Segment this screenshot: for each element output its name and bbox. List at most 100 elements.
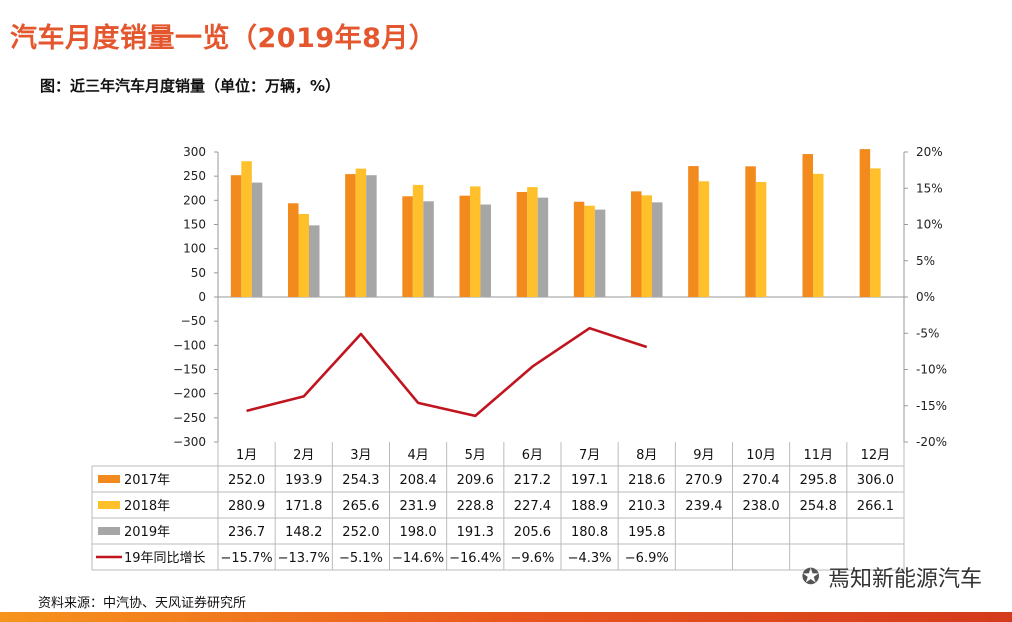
x-tick-label: 9月 <box>693 448 714 463</box>
bottom-accent-bar <box>0 612 1012 622</box>
bar-2017年-5月 <box>459 195 470 297</box>
table-cell: 227.4 <box>514 499 551 514</box>
table-cell: 197.1 <box>571 473 608 488</box>
table-cell: 195.8 <box>628 525 665 540</box>
bar-2017年-11月 <box>802 154 813 297</box>
legend-swatch-2018年 <box>98 501 120 509</box>
x-tick-label: 10月 <box>746 448 776 463</box>
table-cell: 205.6 <box>514 525 551 540</box>
table-cell: 209.6 <box>457 473 494 488</box>
bar-2019年-6月 <box>537 197 549 297</box>
y-right-tick-label: 5% <box>916 254 935 268</box>
legend-label: 2019年 <box>124 525 170 540</box>
bar-2018年-6月 <box>527 187 538 297</box>
table-cell: 198.0 <box>399 525 436 540</box>
table-cell: 280.9 <box>228 499 265 514</box>
table-cell: 231.9 <box>399 499 436 514</box>
watermark-text: 焉知新能源汽车 <box>827 567 982 592</box>
bar-2019年-4月 <box>423 201 434 297</box>
x-tick-label: 1月 <box>236 448 257 463</box>
table-cell: 295.8 <box>800 473 837 488</box>
table-cell: 306.0 <box>857 473 894 488</box>
x-tick-label: 4月 <box>407 448 428 463</box>
table-cell: 270.4 <box>742 473 779 488</box>
y-left-tick-label: −50 <box>181 314 206 328</box>
table-cell: 252.0 <box>342 525 379 540</box>
y-right-tick-label: 15% <box>916 181 943 195</box>
legend-swatch-2019年 <box>98 527 120 535</box>
x-tick-label: 11月 <box>803 448 833 463</box>
table-cell: −16.4% <box>449 551 501 566</box>
table-cell: 266.1 <box>857 499 894 514</box>
y-left-tick-label: 50 <box>191 266 206 280</box>
y-left-tick-label: 100 <box>183 242 206 256</box>
table-cell: 191.3 <box>457 525 494 540</box>
bar-2017年-4月 <box>402 196 413 297</box>
sales-chart: 300 250 200 150 100 50 0 −50 −100 −150 −200 −250 −30… <box>91 145 947 571</box>
table-cell: 265.6 <box>342 499 379 514</box>
watermark: ✪ 焉知新能源汽车 <box>802 561 982 593</box>
y-right-tick-label: -5% <box>916 326 939 340</box>
table-cell: 188.9 <box>571 499 608 514</box>
table-cell: 239.4 <box>685 499 722 514</box>
y-left-tick-label: 200 <box>183 193 206 207</box>
y-right-tick-label: 0% <box>916 290 935 304</box>
table-cell: 254.8 <box>800 499 837 514</box>
bar-2018年-5月 <box>470 186 481 297</box>
bar-2018年-1月 <box>241 161 252 297</box>
y-left-tick-label: −250 <box>173 411 206 425</box>
y-right-tick-label: -10% <box>916 363 947 377</box>
x-tick-label: 3月 <box>350 448 371 463</box>
legend-swatch-2017年 <box>98 475 120 483</box>
legend-label: 2017年 <box>124 473 170 488</box>
y-left-tick-label: 150 <box>183 218 206 232</box>
legend-label: 2018年 <box>124 499 170 514</box>
y-left-tick-label: 300 <box>183 145 206 159</box>
x-tick-label: 7月 <box>579 448 600 463</box>
bar-2017年-7月 <box>573 201 585 297</box>
x-tick-label: 6月 <box>522 448 543 463</box>
y-left-tick-label: −150 <box>173 363 206 377</box>
bar-2017年-8月 <box>631 191 642 297</box>
table-cell: −6.9% <box>625 551 669 566</box>
growth-line <box>246 326 648 418</box>
table-cell: 252.0 <box>228 473 265 488</box>
bar-2018年-2月 <box>298 213 309 297</box>
bar-2017年-3月 <box>345 174 356 297</box>
bar-2019年-1月 <box>251 182 263 297</box>
bar-2018年-7月 <box>584 205 595 297</box>
table-cell: −14.6% <box>392 551 444 566</box>
bar-2018年-4月 <box>412 184 424 297</box>
table-cell: 236.7 <box>228 525 265 540</box>
bar-2017年-12月 <box>859 149 871 297</box>
y-left-tick-label: 250 <box>183 169 206 183</box>
y-right-tick-label: 10% <box>916 218 943 232</box>
table-cell: 180.8 <box>571 525 608 540</box>
source-note: 资料来源：中汽协、天风证券研究所 <box>38 596 247 611</box>
bar-2017年-10月 <box>745 166 756 297</box>
bar-2019年-3月 <box>366 175 377 297</box>
page-title: 汽车月度销量一览（2019年8月） <box>10 23 437 54</box>
table-cell: −13.7% <box>278 551 330 566</box>
bar-2019年-2月 <box>309 225 320 297</box>
table-cell: 218.6 <box>628 473 665 488</box>
bar-2019年-7月 <box>594 209 606 297</box>
bar-2018年-12月 <box>870 168 881 297</box>
table-cell: −4.3% <box>568 551 612 566</box>
bar-2018年-10月 <box>755 181 767 297</box>
bar-2018年-3月 <box>355 168 367 297</box>
bar-2019年-8月 <box>652 202 663 297</box>
table-cell: 270.9 <box>685 473 722 488</box>
wechat-icon: ✪ <box>801 564 820 590</box>
bar-2017年-9月 <box>688 166 699 297</box>
y-left-tick-label: −200 <box>173 387 206 401</box>
table-cell: 193.9 <box>285 473 322 488</box>
y-left-tick-label: 0 <box>198 290 206 304</box>
legend-label: 19年同比增长 <box>124 551 206 566</box>
table-cell: −15.7% <box>220 551 272 566</box>
table-cell: −9.6% <box>510 551 554 566</box>
bar-2018年-9月 <box>698 181 710 297</box>
bar-2017年-2月 <box>288 203 299 297</box>
bar-2017年-6月 <box>516 192 528 297</box>
table-cell: 254.3 <box>342 473 379 488</box>
